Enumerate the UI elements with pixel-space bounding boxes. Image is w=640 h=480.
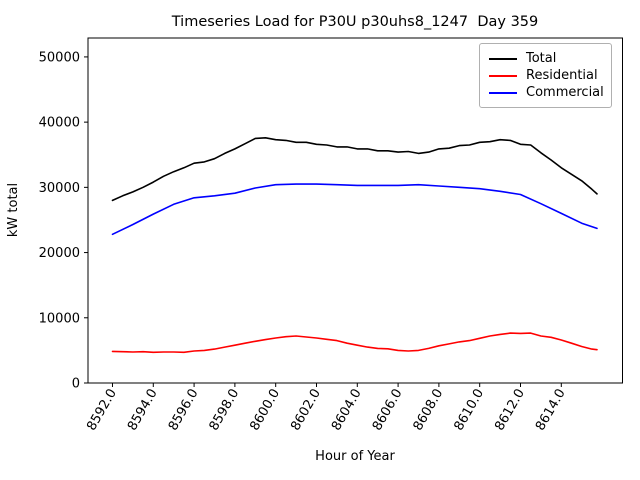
legend-line-sample-commercial [489, 91, 517, 94]
x-axis-label: Hour of Year [315, 449, 395, 464]
legend-label-total: Total [526, 51, 557, 66]
legend-label-residential: Residential [526, 68, 598, 83]
legend-item-commercial: Commercial [489, 84, 604, 101]
x-tick-label: 8600.0 [247, 387, 283, 434]
y-tick-label: 10000 [39, 311, 80, 326]
y-tick-label: 40000 [39, 116, 80, 131]
legend-item-total: Total [489, 50, 602, 67]
y-tick-label: 50000 [39, 50, 80, 65]
x-tick-label: 8594.0 [125, 387, 161, 434]
y-tick-label: 20000 [39, 246, 80, 261]
legend-line-sample-total [489, 57, 517, 60]
legend-item-residential: Residential [489, 67, 602, 84]
series-line-residential [111, 332, 598, 354]
chart-title: Timeseries Load for P30U p30uhs8_1247 Da… [171, 14, 539, 30]
series-line-commercial [111, 183, 598, 236]
x-tick-label: 8612.0 [492, 387, 528, 434]
x-tick-label: 8614.0 [533, 387, 569, 434]
legend: Total Residential Commercial [479, 43, 612, 108]
x-tick-label: 8608.0 [411, 387, 447, 434]
x-tick-label: 8610.0 [451, 387, 487, 434]
x-tick-label: 8592.0 [84, 387, 120, 434]
x-tick-label: 8598.0 [207, 387, 243, 434]
x-tick-label: 8606.0 [370, 387, 406, 434]
x-tick-label: 8604.0 [329, 387, 365, 434]
legend-label-commercial: Commercial [526, 85, 604, 100]
x-tick-label: 8602.0 [288, 387, 324, 434]
y-axis-label: kW total [6, 183, 21, 237]
plot-border [87, 37, 623, 384]
series-line-total [111, 137, 598, 202]
series-lines [111, 137, 598, 354]
x-tick-label: 8596.0 [166, 387, 202, 434]
legend-line-sample-residential [489, 74, 517, 77]
y-tick-label: 30000 [39, 181, 80, 196]
y-tick-label: 0 [72, 377, 80, 392]
